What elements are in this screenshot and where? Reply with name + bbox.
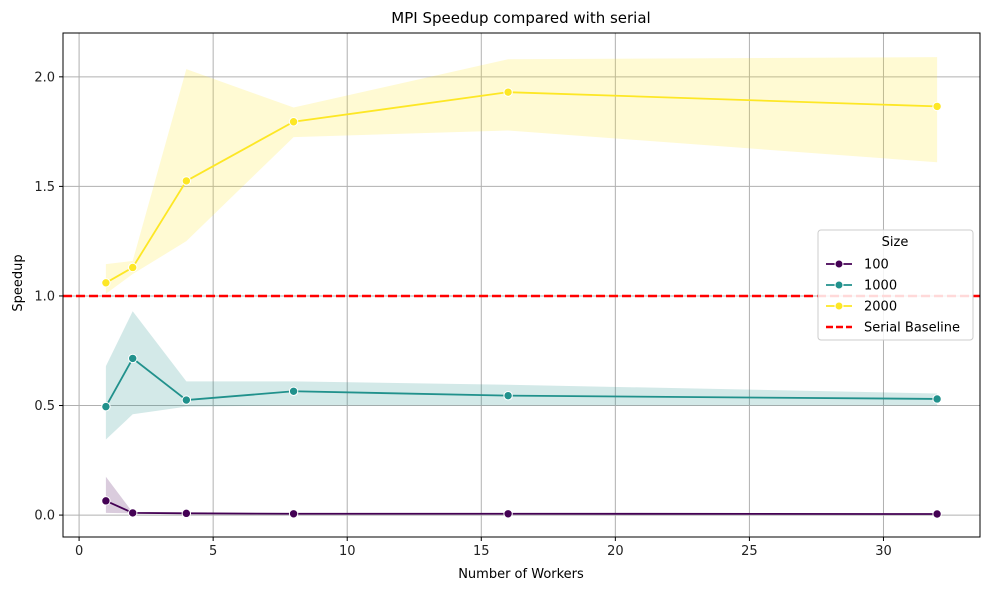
data-point-2000 [181, 176, 192, 186]
data-point-2000 [932, 101, 942, 112]
x-tick-label: 5 [209, 544, 217, 559]
series-line-2000 [105, 91, 938, 284]
data-point-1000 [128, 353, 138, 364]
series-markers [101, 87, 942, 519]
data-point-2000 [503, 87, 513, 97]
legend-entries: 100 1000 2000 Serial Baseline [826, 258, 960, 336]
legend-title: Size [882, 235, 909, 250]
y-tick-label: 0.5 [34, 399, 55, 414]
y-axis-label: Speedup [11, 254, 26, 311]
x-tick-label: 15 [473, 544, 490, 559]
data-point-2000 [101, 278, 111, 288]
data-point-100 [181, 508, 192, 519]
data-point-100 [288, 509, 299, 519]
data-point-100 [932, 509, 942, 519]
x-tick-label: 30 [875, 544, 892, 559]
legend: Size 100 1000 2000 Serial Baseline [817, 229, 974, 341]
confidence-bands [105, 57, 938, 515]
data-point-100 [503, 509, 513, 519]
x-axis-label: Number of Workers [458, 567, 584, 582]
legend-marker-1000 [834, 280, 844, 290]
legend-marker-2000 [834, 301, 844, 311]
legend-label: Serial Baseline [864, 321, 960, 336]
data-point-100 [101, 496, 111, 506]
y-axis-ticks: 0.0 0.5 1.0 1.5 2.0 [34, 70, 63, 524]
data-point-1000 [181, 395, 192, 405]
legend-label: 2000 [864, 300, 897, 315]
chart-title: MPI Speedup compared with serial [391, 9, 650, 27]
data-point-1000 [503, 390, 513, 401]
x-tick-label: 0 [75, 544, 83, 559]
y-tick-label: 1.5 [34, 180, 55, 195]
y-tick-label: 2.0 [34, 70, 55, 85]
series-lines [105, 91, 938, 515]
y-tick-label: 0.0 [34, 509, 55, 524]
ci-band-2000 [105, 57, 938, 294]
x-tick-label: 25 [741, 544, 758, 559]
y-tick-label: 1.0 [34, 289, 55, 304]
x-tick-label: 20 [607, 544, 624, 559]
plot-frame [62, 32, 981, 538]
legend-marker-100 [834, 259, 844, 269]
legend-label: 1000 [864, 279, 897, 294]
x-tick-label: 10 [339, 544, 356, 559]
series-line-100 [105, 500, 938, 515]
legend-box [817, 229, 974, 341]
data-point-1000 [932, 394, 942, 404]
legend-label: 100 [864, 258, 889, 273]
data-point-1000 [101, 401, 111, 412]
x-axis-ticks: 0 5 10 15 20 25 30 [75, 537, 892, 559]
data-point-1000 [288, 386, 299, 396]
data-point-2000 [128, 262, 138, 273]
data-point-100 [128, 508, 138, 518]
series-line-1000 [105, 357, 938, 408]
data-point-2000 [288, 117, 299, 127]
